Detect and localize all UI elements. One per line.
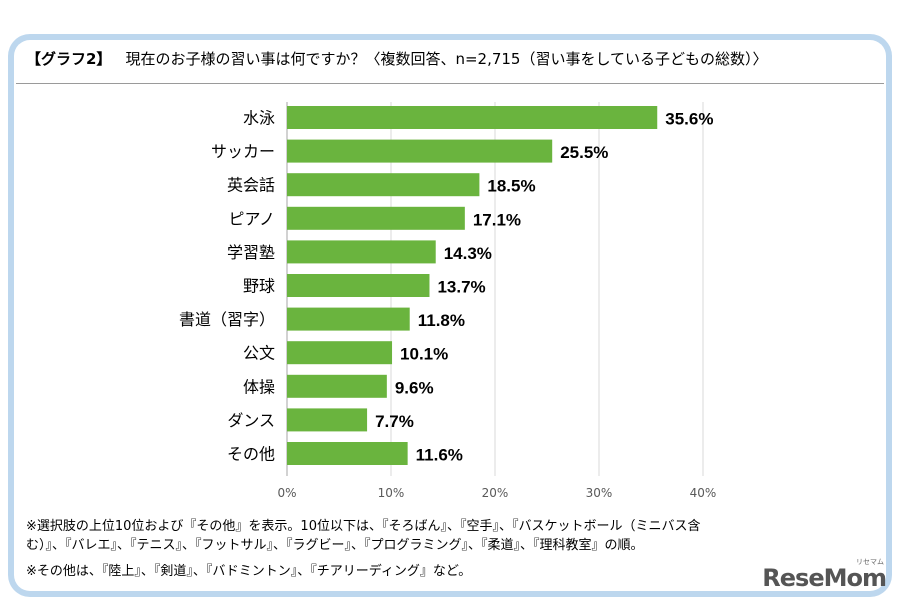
x-tick-label: 0% bbox=[277, 486, 296, 500]
bar bbox=[287, 274, 430, 297]
value-label: 14.3% bbox=[444, 244, 492, 263]
bar bbox=[287, 442, 408, 465]
value-label: 18.5% bbox=[487, 177, 535, 196]
resemom-logo: リセマム ReseMom bbox=[762, 558, 887, 592]
logo-text: ReseMom bbox=[762, 564, 887, 592]
value-label: 7.7% bbox=[375, 412, 414, 431]
bar bbox=[287, 341, 393, 365]
value-label: 11.6% bbox=[416, 446, 463, 465]
chart-title: 【グラフ2】 現在のお子様の習い事は何ですか？〈複数回答、n=2,715（習い事を… bbox=[26, 48, 876, 69]
bar bbox=[287, 173, 480, 197]
category-label: ダンス bbox=[227, 411, 275, 430]
category-label: 英会話 bbox=[227, 176, 275, 195]
category-label: 学習塾 bbox=[227, 243, 275, 262]
value-label: 25.5% bbox=[560, 143, 608, 162]
category-label: サッカー bbox=[211, 142, 275, 161]
footnote-line-2: む）』、『バレエ』、『テニス』、『フットサル』、『ラグビー』、『プログラミング』… bbox=[26, 538, 644, 553]
category-label: その他 bbox=[227, 445, 275, 464]
chart-panel bbox=[14, 40, 886, 591]
graph-tag: 【グラフ2】 bbox=[26, 50, 112, 68]
bar bbox=[287, 408, 368, 432]
category-label: 書道（習字） bbox=[179, 310, 275, 329]
title-text: 現在のお子様の習い事は何ですか？〈複数回答、n=2,715（習い事をしている子ど… bbox=[125, 50, 768, 68]
category-label: 体操 bbox=[243, 377, 275, 396]
bar bbox=[287, 139, 553, 163]
value-label: 35.6% bbox=[665, 110, 713, 129]
x-tick-label: 10% bbox=[378, 486, 405, 500]
bar bbox=[287, 374, 387, 398]
footnote-line-1: ※選択肢の上位10位および『その他』を表示。10位以下は、『そろばん』、『空手』… bbox=[26, 519, 701, 534]
value-label: 10.1% bbox=[400, 345, 448, 364]
value-label: 13.7% bbox=[437, 278, 485, 297]
value-labels: 35.6% 25.5% 18.5% 17.1% 14.3% 13.7% 11.8% 10.1%… bbox=[375, 110, 713, 465]
logo-subtext: リセマム bbox=[856, 558, 884, 566]
value-label: 17.1% bbox=[473, 210, 521, 229]
bars bbox=[287, 106, 658, 465]
category-label: 公文 bbox=[243, 344, 275, 363]
category-label: 水泳 bbox=[243, 109, 275, 128]
x-tick-label: 40% bbox=[690, 486, 717, 500]
x-tick-label: 30% bbox=[586, 486, 613, 500]
title-divider bbox=[16, 83, 884, 84]
bar bbox=[287, 106, 658, 129]
category-label: 野球 bbox=[243, 277, 275, 296]
bar bbox=[287, 307, 410, 331]
value-label: 9.6% bbox=[395, 378, 434, 397]
bar bbox=[287, 206, 465, 230]
x-axis-ticks: 0% 10% 20% 30% 40% bbox=[277, 486, 716, 500]
value-label: 11.8% bbox=[418, 311, 465, 330]
footnote-line-3: ※その他は、『陸上』、『剣道』、『バドミントン』、『チアリーディング』など。 bbox=[26, 564, 472, 579]
x-tick-label: 20% bbox=[482, 486, 509, 500]
bar bbox=[287, 240, 436, 264]
category-label: ピアノ bbox=[228, 209, 275, 228]
